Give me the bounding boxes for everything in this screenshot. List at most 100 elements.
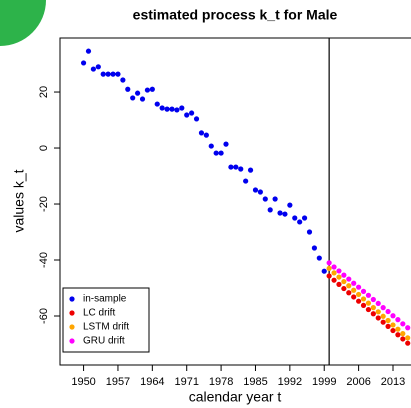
point <box>395 332 401 338</box>
point <box>184 112 190 118</box>
point <box>144 87 151 93</box>
point <box>365 292 372 298</box>
legend-label: in-sample <box>83 294 127 305</box>
point <box>336 281 342 287</box>
y-tick-label: -60 <box>38 308 50 324</box>
point <box>360 296 367 302</box>
y-tick-label: 0 <box>38 145 50 151</box>
x-tick-label: 1964 <box>140 376 164 388</box>
point <box>174 107 180 113</box>
point <box>277 210 283 216</box>
x-tick-label: 1992 <box>278 376 302 388</box>
point <box>395 326 401 332</box>
point <box>331 264 337 270</box>
legend-marker <box>69 296 75 302</box>
point <box>351 294 357 300</box>
point <box>311 245 318 251</box>
point <box>370 311 376 317</box>
x-tick-label: 1985 <box>243 376 267 388</box>
point <box>159 105 165 111</box>
point <box>356 284 362 290</box>
point <box>390 313 396 319</box>
y-tick-label: -40 <box>38 252 50 268</box>
point <box>301 215 308 221</box>
point <box>341 272 347 278</box>
point <box>405 325 411 331</box>
y-axis-label: values k_t <box>11 169 27 232</box>
point <box>316 255 322 261</box>
point <box>331 277 337 283</box>
legend: in-sample LC drift LSTM drift GRU drift <box>62 287 150 353</box>
point <box>326 273 332 279</box>
point <box>203 132 209 138</box>
point <box>385 317 391 324</box>
x-tick-label: 1957 <box>106 376 130 388</box>
x-tick-label: 1950 <box>71 376 95 388</box>
point <box>306 229 313 235</box>
x-tick-label: 1978 <box>209 376 233 388</box>
point <box>198 130 205 136</box>
point <box>365 300 372 306</box>
point <box>149 86 155 92</box>
point <box>139 96 146 102</box>
point <box>134 90 141 96</box>
point <box>380 313 386 319</box>
point <box>282 211 288 217</box>
point <box>405 340 411 346</box>
point <box>375 309 381 315</box>
chart-title: estimated process k_t for Male <box>133 7 338 23</box>
legend-marker <box>69 338 75 344</box>
point <box>95 64 101 70</box>
point <box>213 150 219 156</box>
point <box>356 291 362 298</box>
point <box>110 71 116 77</box>
point <box>341 278 347 285</box>
point <box>321 268 327 274</box>
point <box>228 164 234 170</box>
point <box>272 196 278 202</box>
point <box>105 71 111 77</box>
point <box>243 178 249 184</box>
legend-marker <box>69 310 75 316</box>
point <box>370 296 376 303</box>
point <box>375 300 381 307</box>
point <box>326 265 332 272</box>
point <box>115 71 121 77</box>
point <box>326 260 332 266</box>
y-tick-label: -20 <box>38 196 50 212</box>
point <box>120 77 126 83</box>
y-tick-label: 20 <box>38 86 50 98</box>
point <box>193 116 200 122</box>
point <box>100 71 106 77</box>
point <box>400 336 406 342</box>
point <box>154 101 160 107</box>
point <box>208 143 214 149</box>
point <box>346 290 352 296</box>
point <box>346 276 352 282</box>
point <box>395 317 401 323</box>
point <box>233 164 239 170</box>
point <box>164 106 170 112</box>
point <box>238 166 244 172</box>
point <box>247 167 254 173</box>
x-axis-label: calendar year t <box>189 389 282 405</box>
point <box>375 315 381 321</box>
point <box>360 302 367 308</box>
point <box>385 308 391 315</box>
point <box>223 141 229 147</box>
point <box>360 288 367 294</box>
legend-marker <box>69 324 75 330</box>
x-tick-label: 2006 <box>346 376 370 388</box>
point <box>189 110 195 116</box>
point <box>390 327 396 334</box>
point <box>287 202 293 208</box>
point <box>125 86 131 92</box>
point <box>385 323 391 329</box>
point <box>400 321 406 327</box>
legend-label: LC drift <box>83 308 115 319</box>
legend-label: GRU drift <box>83 336 125 347</box>
point <box>370 305 376 311</box>
point <box>257 189 263 195</box>
point <box>130 95 136 101</box>
